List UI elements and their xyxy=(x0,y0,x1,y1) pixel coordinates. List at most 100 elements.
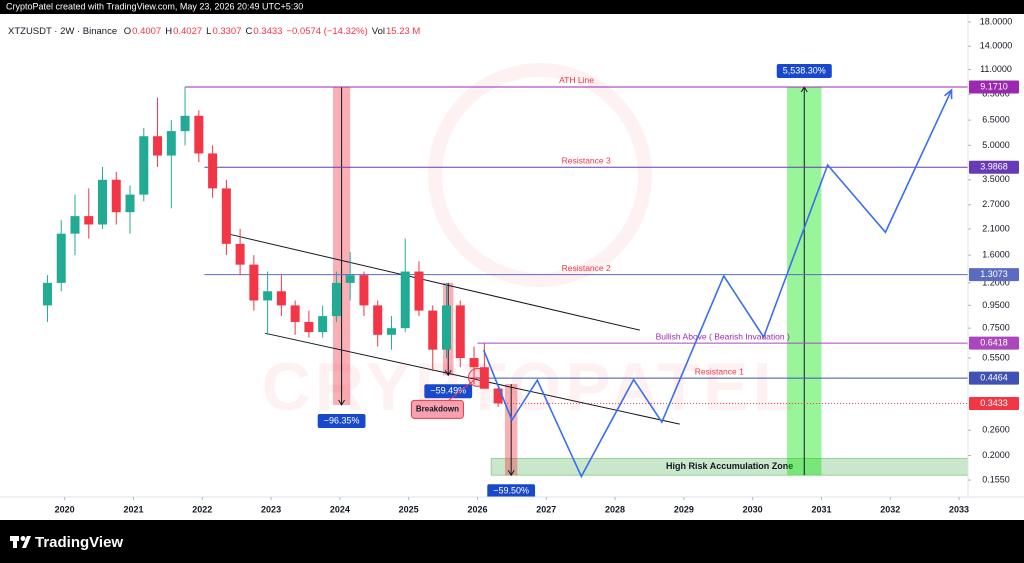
price-tag-label: 1.3073 xyxy=(980,269,1008,279)
x-tick-label: 2021 xyxy=(123,504,143,514)
ohlc-value: 0.3307 xyxy=(212,26,242,37)
measure-label-box xyxy=(424,384,473,399)
ohlc-value: −0.0574 (−14.32%) xyxy=(286,26,368,37)
y-tick-label: 2.1000 xyxy=(982,223,1010,233)
price-tag xyxy=(969,336,1019,350)
price-tag xyxy=(969,268,1019,282)
projection-line xyxy=(482,89,953,479)
ohlc-label: C xyxy=(245,26,253,37)
y-tick-label: 18.0000 xyxy=(980,16,1013,26)
annotation-connector xyxy=(447,376,478,402)
candle-body xyxy=(493,388,503,404)
ohlc-field: C0.3433 xyxy=(246,26,283,37)
y-tick-label: 0.7500 xyxy=(982,323,1010,333)
trendline xyxy=(224,232,640,331)
candle-body xyxy=(479,367,489,389)
y-tick-label: 0.5500 xyxy=(982,352,1010,362)
candle-body xyxy=(208,153,218,189)
candle-body xyxy=(235,243,245,265)
candle-body xyxy=(400,271,410,329)
candle-body xyxy=(70,216,80,234)
price-tag xyxy=(969,160,1019,174)
measure-label-text: −59.49% xyxy=(430,386,466,396)
trendline xyxy=(264,332,680,425)
candle-body xyxy=(111,179,121,213)
candle-body xyxy=(304,321,314,333)
price-tag-label: 0.3433 xyxy=(980,398,1008,408)
x-tick-label: 2020 xyxy=(55,504,75,514)
candle-body xyxy=(249,264,259,301)
ohlc-field: H0.4027 xyxy=(165,26,202,37)
measure-arrowhead xyxy=(444,370,452,377)
x-tick-label: 2029 xyxy=(674,504,694,514)
level-label: Resistance 3 xyxy=(562,155,611,165)
y-tick-label: 2.7000 xyxy=(982,199,1010,209)
y-tick-label: 0.1550 xyxy=(982,474,1010,484)
candle-body xyxy=(263,291,273,301)
level-label: ATH Line xyxy=(559,75,594,85)
candle-body xyxy=(84,216,94,225)
candle-body xyxy=(98,179,108,225)
y-tick-label: 0.2600 xyxy=(982,425,1010,435)
candle-body xyxy=(139,136,149,195)
brand-logo xyxy=(10,536,31,548)
symbol-name: XTZUSDT · 2W · Binance xyxy=(8,26,118,37)
price-tag-label: 3.9868 xyxy=(980,162,1008,172)
ohlc-value: 0.3433 xyxy=(253,26,283,37)
x-tick-label: 2030 xyxy=(743,504,763,514)
symbol-line: XTZUSDT · 2W · Binance O0.4007 H0.4027 L0.… xyxy=(8,26,424,37)
y-tick-label: 1.2000 xyxy=(982,277,1010,287)
candle-body xyxy=(359,275,369,306)
price-tag xyxy=(969,396,1019,410)
plot: CRYPTOPATEL High Risk Accumulation Zone −9… xyxy=(0,14,1024,520)
annotation-box xyxy=(410,399,464,419)
candle-body xyxy=(373,305,383,335)
ohlc-field: O0.4007 xyxy=(124,26,161,37)
candle-body xyxy=(221,188,231,244)
candle-body xyxy=(455,305,465,359)
ohlc-label: L xyxy=(206,26,212,37)
measure-arrowhead xyxy=(338,399,346,406)
x-tick-label: 2033 xyxy=(949,504,969,514)
y-tick-label: 8.5000 xyxy=(982,89,1010,99)
level-label: Resistance 1 xyxy=(695,366,744,376)
measure-label: −96.35% xyxy=(317,413,366,428)
candle-body xyxy=(318,316,328,333)
candle-body xyxy=(276,291,286,306)
measure-label: −59.50% xyxy=(487,484,536,499)
measure-label-box xyxy=(317,413,366,428)
candle-body xyxy=(56,233,66,283)
ohlc-field: −0.0574 (−14.32%) xyxy=(286,26,367,37)
measure-arrowhead xyxy=(507,469,515,477)
watermark: CRYPTOPATEL xyxy=(262,349,798,425)
candle-body xyxy=(180,115,190,132)
zone-label: High Risk Accumulation Zone xyxy=(666,461,793,471)
header-credit: CryptoPatel created with TradingView.com… xyxy=(6,1,303,11)
candle-body xyxy=(290,305,300,322)
price-tag-label: 9.1710 xyxy=(980,81,1008,91)
candle-body xyxy=(469,358,479,368)
x-tick-label: 2028 xyxy=(605,504,625,514)
ohlc-value: 0.4027 xyxy=(173,26,203,37)
chart-background xyxy=(0,14,1024,520)
watermark-logo xyxy=(428,63,652,287)
ohlc-field: Vol15.23 M xyxy=(372,26,421,37)
ohlc-label: O xyxy=(123,26,132,37)
candle-body xyxy=(331,282,341,317)
measure-label-text: −59.50% xyxy=(493,486,529,496)
ohlc-label: H xyxy=(165,26,173,37)
candle-body xyxy=(42,282,52,306)
candle-body xyxy=(166,131,176,156)
level-label: Resistance 2 xyxy=(562,263,611,273)
candle-body xyxy=(386,328,396,335)
x-tick-label: 2032 xyxy=(880,504,900,514)
y-tick-label: 5.0000 xyxy=(982,140,1010,150)
ohlc-label: Vol xyxy=(371,26,385,37)
brand-name: TradingView xyxy=(35,534,123,551)
x-tick-label: 2024 xyxy=(330,504,350,514)
candle-body xyxy=(442,305,452,350)
measure-label: 5,538.30% xyxy=(776,63,832,78)
price-tag xyxy=(969,80,1019,94)
ohlc-value: 15.23 M xyxy=(386,26,421,37)
